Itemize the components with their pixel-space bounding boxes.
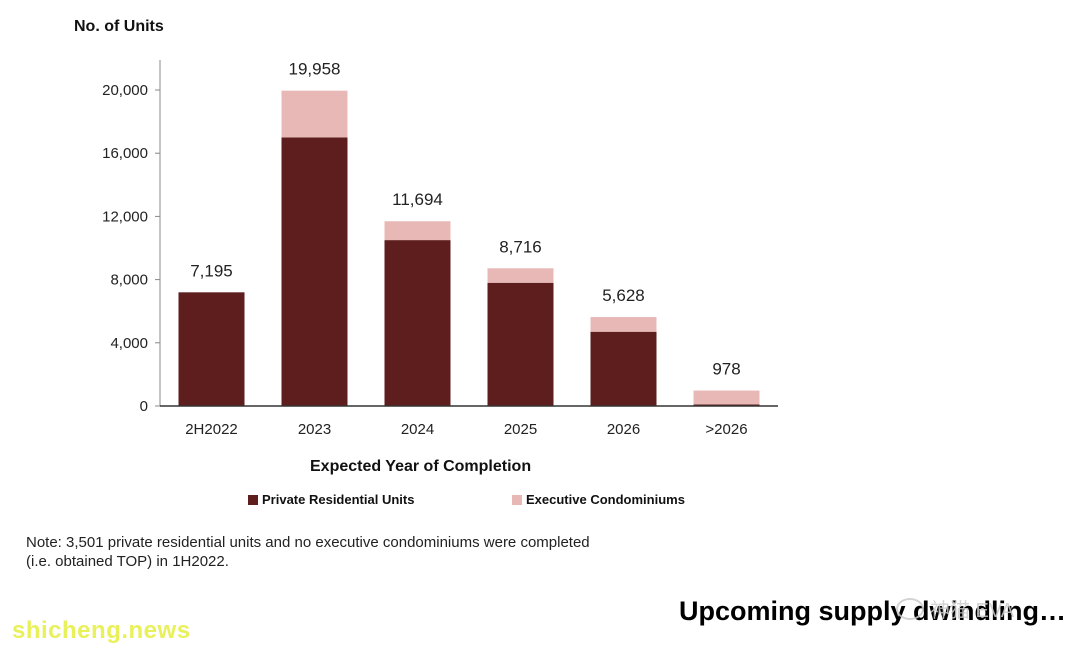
y-tick-label: 8,000 <box>110 272 148 289</box>
bar-ec <box>590 317 657 332</box>
x-axis-title: Expected Year of Completion <box>310 458 532 475</box>
bar-total-label: 19,958 <box>289 60 341 79</box>
bar-private <box>487 282 554 406</box>
x-axis: 2H2022 2023 2024 2025 2026 >2026 <box>160 405 778 438</box>
bar-ec <box>487 268 554 283</box>
bar-total-label: 8,716 <box>499 237 542 256</box>
x-tick-label: >2026 <box>705 421 747 438</box>
chart-note: Note: 3,501 private residential units an… <box>26 533 590 571</box>
y-tick-label: 20,000 <box>102 82 148 99</box>
bar-total-label: 11,694 <box>392 190 443 209</box>
legend-label-ec: Executive Condominiums <box>526 492 685 507</box>
bar-ec <box>693 390 760 405</box>
y-tick-label: 4,000 <box>110 335 148 352</box>
bar-private <box>281 137 348 406</box>
bar-ec <box>384 221 451 241</box>
y-tick-label: 12,000 <box>102 208 148 225</box>
x-tick-label: 2025 <box>504 421 537 438</box>
bars-group: 7,195 19,958 11,694 8,716 5,628 978 <box>178 60 760 406</box>
watermark-site: shicheng.news <box>12 617 191 644</box>
watermark-brand-text: 神猫 EVA <box>930 600 1015 622</box>
y-tick-label: 16,000 <box>102 145 148 162</box>
y-axis: 0 4,000 8,000 12,000 16,000 20,000 <box>102 60 161 415</box>
note-line-1: Note: 3,501 private residential units an… <box>26 534 590 551</box>
wechat-icon <box>896 597 924 620</box>
bar-private <box>384 240 451 406</box>
x-tick-label: 2026 <box>607 421 640 438</box>
legend-item-ec: Executive Condominiums <box>512 492 685 507</box>
legend-item-private: Private Residential Units <box>248 492 414 507</box>
legend-swatch-ec <box>512 494 522 505</box>
y-axis-title: No. of Units <box>74 18 164 35</box>
watermark-brand: 神猫 EVA <box>896 594 1014 623</box>
legend-label-private: Private Residential Units <box>262 492 415 507</box>
x-tick-label: 2023 <box>298 421 331 438</box>
x-tick-label: 2024 <box>401 421 434 438</box>
bar-private <box>590 331 657 406</box>
bar-total-label: 5,628 <box>602 286 645 305</box>
bar-private <box>178 292 245 406</box>
note-line-2: (i.e. obtained TOP) in 1H2022. <box>26 553 229 570</box>
bar-total-label: 978 <box>712 360 740 379</box>
bar-total-label: 7,195 <box>190 261 233 280</box>
x-tick-label: 2H2022 <box>185 421 238 438</box>
bar-ec <box>281 90 348 138</box>
slide-caption: Upcoming supply dwindling… <box>679 596 1066 626</box>
legend-swatch-private <box>248 494 258 505</box>
y-tick-label: 0 <box>140 398 148 415</box>
bar-private <box>693 404 760 406</box>
